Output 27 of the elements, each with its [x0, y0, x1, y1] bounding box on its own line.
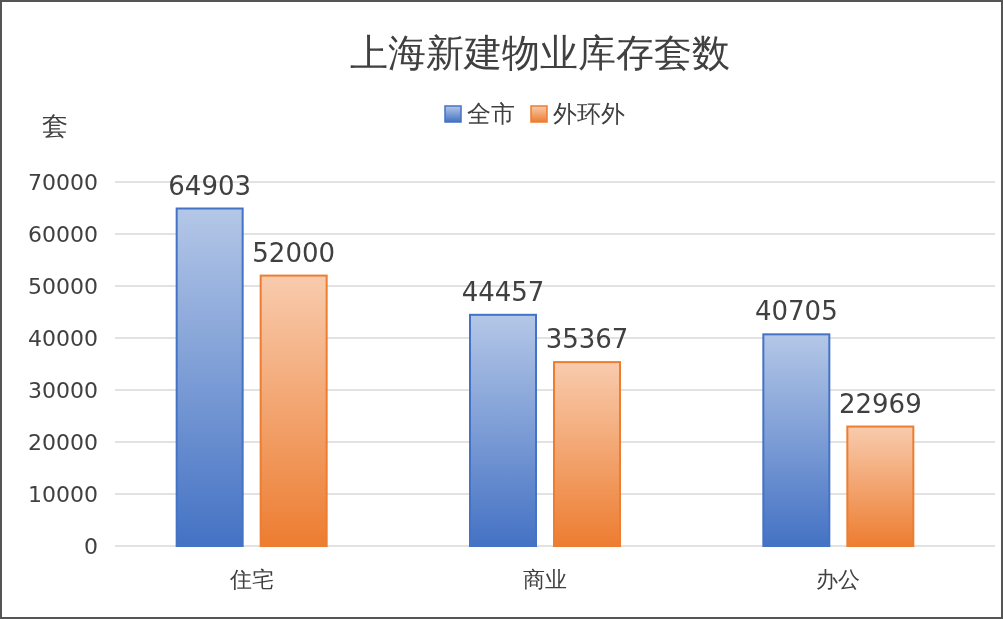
bar — [762, 333, 831, 547]
y-tick-label: 60000 — [28, 222, 98, 247]
bar — [175, 207, 244, 547]
y-tick-label: 70000 — [28, 170, 98, 195]
data-label: 40705 — [754, 296, 838, 327]
y-tick-label: 40000 — [28, 326, 98, 351]
x-tick-label: 办公 — [816, 567, 861, 592]
y-axis-title: 套 — [42, 111, 68, 141]
bar — [469, 313, 537, 547]
y-tick-label: 50000 — [28, 274, 98, 299]
data-label: 52000 — [252, 237, 336, 268]
y-tick-label: 30000 — [28, 378, 98, 403]
bar — [259, 274, 328, 547]
legend-label: 全市 — [467, 100, 515, 128]
y-tick-label: 20000 — [28, 430, 98, 455]
x-tick-label: 商业 — [523, 567, 567, 592]
data-label: 64903 — [168, 170, 252, 201]
x-tick-label: 住宅 — [228, 567, 274, 592]
data-label: 22969 — [838, 388, 922, 419]
y-tick-label: 0 — [84, 534, 98, 559]
legend-label: 外环外 — [553, 100, 625, 128]
chart-title: 上海新建物业库存套数 — [350, 31, 730, 75]
bar — [846, 425, 915, 547]
data-label: 44457 — [461, 276, 545, 307]
bar — [553, 361, 621, 547]
data-label: 35367 — [545, 324, 629, 355]
y-tick-label: 10000 — [28, 482, 98, 507]
